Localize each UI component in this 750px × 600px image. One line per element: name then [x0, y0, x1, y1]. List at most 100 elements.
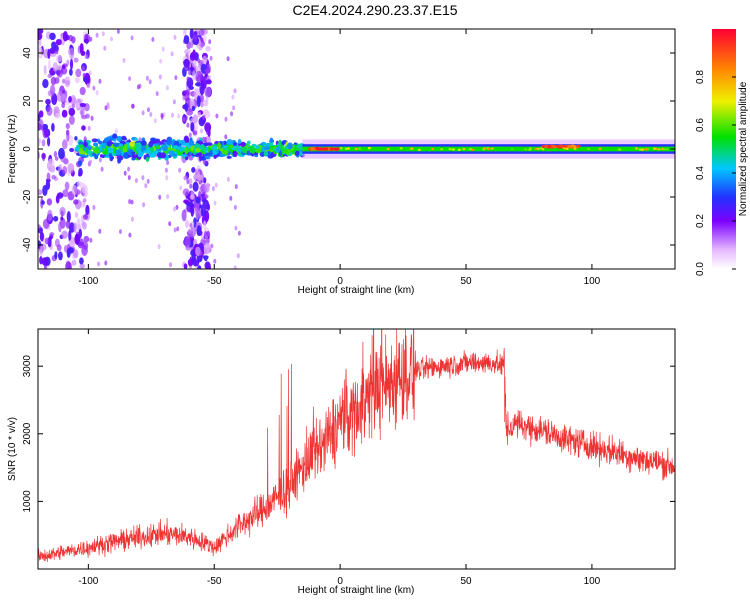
heatmap-cell — [223, 147, 229, 151]
heatmap-cell — [75, 102, 81, 109]
heatmap-cell — [176, 226, 180, 232]
heatmap-cell — [263, 150, 269, 157]
heatmap-cell — [117, 157, 122, 164]
heatmap-cell — [326, 147, 331, 151]
heatmap-cell — [184, 219, 190, 229]
heatmap-cell — [187, 70, 192, 76]
heatmap-cell — [62, 189, 69, 198]
heatmap-cell — [237, 230, 241, 236]
snr-y-tick-label: 2000 — [22, 422, 33, 445]
heatmap-cell — [66, 130, 70, 142]
heatmap-cell — [42, 127, 49, 139]
heatmap-cell — [140, 140, 147, 146]
snr-frame — [37, 328, 676, 570]
colorbar: 0.0 0.2 0.4 0.6 0.8 Normalized spectral ampl… — [695, 29, 749, 276]
heatmap-cell — [51, 41, 57, 49]
heatmap-cell — [213, 200, 217, 206]
heatmap-cell — [417, 148, 421, 151]
heatmap-cell — [59, 206, 66, 217]
heatmap-cell — [212, 145, 217, 150]
heatmap-cell — [166, 138, 172, 146]
heatmap-cell — [330, 147, 335, 151]
heatmap-cell — [280, 144, 284, 149]
heatmap-cell — [89, 159, 92, 165]
heatmap-cell — [181, 142, 188, 146]
heatmap-cell — [127, 175, 131, 181]
heatmap-cell — [212, 150, 218, 155]
heatmap-cell — [69, 68, 73, 76]
heatmap-x-tick-label: 100 — [584, 276, 601, 287]
heatmap-cell — [166, 194, 170, 200]
heatmap-cell — [191, 105, 196, 112]
heatmap-cell — [54, 251, 58, 260]
heatmap-cell — [82, 198, 87, 203]
heatmap-cell — [195, 196, 201, 204]
heatmap-cell — [644, 148, 648, 151]
heatmap-cell — [190, 121, 195, 132]
heatmap-cell — [354, 147, 358, 151]
heatmap-cell — [188, 139, 195, 147]
heatmap-cell — [146, 149, 151, 154]
heatmap-cell — [89, 237, 93, 243]
heatmap-cell — [184, 48, 191, 55]
heatmap-cell — [410, 147, 414, 150]
heatmap-cell — [184, 102, 189, 112]
heatmap-cell — [547, 144, 552, 148]
heatmap-cell — [62, 165, 68, 175]
heatmap-cell — [179, 185, 183, 191]
heatmap-cell — [67, 162, 75, 174]
heatmap-cell — [392, 147, 396, 151]
snr-panel: -100 -50 0 50 100 1000 2000 3000 Height of stra… — [7, 328, 676, 596]
heatmap-cell — [226, 176, 230, 182]
heatmap-cell — [195, 246, 201, 257]
heatmap-cell — [66, 248, 71, 258]
heatmap-cell — [88, 70, 92, 76]
heatmap-cell — [261, 146, 266, 153]
heatmap-cell — [233, 204, 237, 210]
heatmap-cell — [536, 147, 540, 151]
heatmap-cell — [200, 102, 204, 108]
heatmap-cell — [73, 199, 79, 205]
heatmap-cell — [226, 56, 230, 62]
heatmap-cell — [182, 188, 190, 197]
heatmap-cell — [38, 224, 41, 230]
heatmap-cell — [68, 230, 72, 241]
heatmap-cell — [448, 147, 452, 151]
heatmap-cell — [73, 249, 79, 259]
heatmap-cell — [62, 139, 68, 150]
heatmap-cell — [565, 147, 569, 150]
heatmap-cell — [598, 147, 602, 150]
heatmap-x-tick-label: -50 — [207, 276, 222, 287]
heatmap-cell — [93, 148, 101, 154]
heatmap-cell — [121, 135, 127, 140]
heatmap-cell — [130, 35, 134, 41]
heatmap-cell — [134, 142, 142, 147]
heatmap-cell — [195, 208, 199, 221]
heatmap-cell — [184, 236, 191, 249]
heatmap-cell — [75, 188, 80, 196]
heatmap-cell — [168, 221, 172, 227]
heatmap-cell — [287, 142, 293, 150]
heatmap-cell — [255, 149, 262, 154]
heatmap-cell — [82, 141, 88, 148]
heatmap-cell — [130, 199, 134, 205]
heatmap-cell — [157, 244, 161, 250]
heatmap-cell — [440, 148, 444, 151]
heatmap-cell — [77, 160, 83, 167]
heatmap-cell — [38, 32, 43, 40]
heatmap-cell — [49, 32, 56, 41]
heatmap-cell — [175, 204, 179, 210]
heatmap-cell — [47, 158, 55, 167]
heatmap-x-tick-label: -100 — [78, 276, 98, 287]
heatmap-cell — [69, 58, 74, 70]
heatmap-cell — [143, 154, 147, 160]
heatmap-cell — [197, 111, 202, 118]
heatmap-cell — [192, 259, 200, 267]
heatmap-cell — [46, 137, 51, 147]
heatmap-cell — [92, 205, 96, 210]
heatmap-cell — [145, 75, 149, 81]
heatmap-cell — [44, 237, 50, 245]
heatmap-cell — [187, 258, 194, 267]
colorbar-tick-label: 0.0 — [695, 262, 706, 276]
snr-x-tick-label: -50 — [207, 576, 222, 587]
